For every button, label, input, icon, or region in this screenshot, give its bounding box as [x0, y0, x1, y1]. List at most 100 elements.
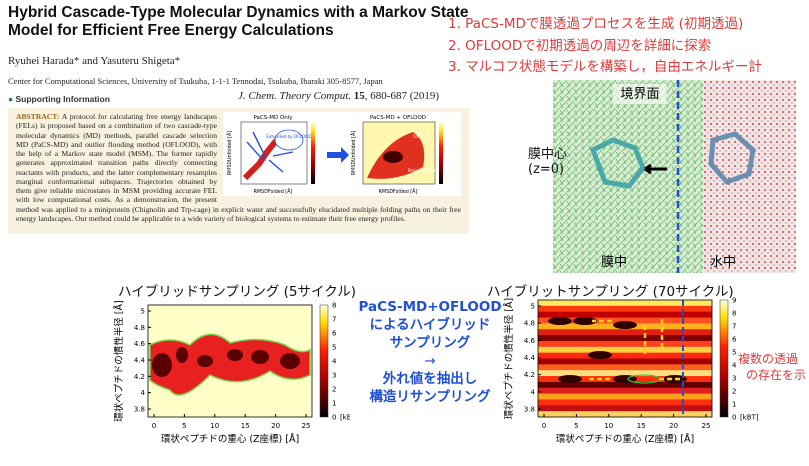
band [538, 300, 712, 306]
band [538, 312, 712, 318]
membrane-image: 境界面 膜中 水中 [553, 80, 796, 273]
colorbar-unit: [kBT] [340, 414, 350, 422]
note: 複数の透過 [738, 350, 798, 367]
affiliation: Center for Computational Sciences, Unive… [8, 76, 383, 86]
fig-broad: Broad and Fine Search [408, 168, 455, 173]
band [538, 329, 712, 335]
y-tick-label: 4.2 [134, 373, 145, 381]
band [538, 353, 712, 359]
colorbar-tick-label: 6 [332, 330, 337, 338]
colorbar-tick-label: 1 [732, 401, 736, 409]
abstract-label: ABSTRACT: [16, 112, 59, 121]
y-tick-label: 4.4 [524, 354, 536, 362]
band [538, 405, 712, 411]
heatmap-left: 05101520253.844.24.44.64.85012345678[kBT… [110, 295, 350, 445]
journal: J. Chem. Theory Comput. [238, 90, 351, 102]
line: サンプリング [350, 334, 510, 352]
membrane-region [553, 80, 703, 273]
minimum [613, 321, 637, 329]
colorbar-tick-label: 0 [332, 414, 336, 422]
fig-x-label-2: RMSDFolded [Å] [379, 188, 418, 195]
fig-y-label-2: RMSDUnfolded [Å] [350, 131, 357, 175]
note: の存在を示 [746, 366, 806, 383]
fig-cbar [311, 122, 315, 184]
band [538, 388, 712, 394]
boundary-label: 境界面 [620, 87, 659, 102]
y-tick-label: 5 [141, 308, 145, 316]
y-tick-label: 4.4 [134, 357, 146, 365]
y-tick-label: 3.8 [524, 406, 535, 414]
band [538, 341, 712, 347]
x-tick-label: 25 [302, 422, 311, 430]
minimum [548, 317, 572, 325]
supporting-info[interactable]: ● Supporting Information [8, 94, 110, 104]
x-tick-label: 0 [542, 422, 546, 430]
y-tick-label: 4 [531, 388, 536, 396]
y-tick-label: 3.8 [134, 406, 145, 414]
x-tick-label: 20 [271, 422, 280, 430]
band [538, 399, 712, 405]
colorbar-tick-label: 8 [732, 310, 736, 318]
minimum [588, 351, 612, 359]
fig-right-title: PaCS-MD + OFLOOD [370, 115, 426, 121]
colorbar-tick-label: 6 [732, 336, 737, 344]
volume: 15 [354, 90, 365, 102]
step: 1. PaCS-MDで膜透過プロセスを生成 (初期透過) [448, 12, 743, 32]
y-tick-label: 4.6 [524, 337, 536, 345]
step: 3. マルコフ状態モデルを構築し，自由エネルギー計 [448, 55, 762, 75]
band [538, 335, 712, 341]
y-tick-label: 4.8 [134, 324, 145, 332]
center-z: (z=0) [528, 162, 564, 177]
journal-ref: J. Chem. Theory Comput. 15, 680-687 (201… [238, 90, 439, 102]
x-tick-label: 10 [210, 422, 219, 430]
abstract-figure: PaCS-MD Only PaCS-MD + OFLOOD Extended b… [223, 112, 461, 196]
line: PaCS-MD+OFLOOD [350, 298, 510, 316]
membrane-label: 膜中 [601, 255, 627, 270]
supporting-text: Supporting Information [16, 94, 110, 104]
band [538, 394, 712, 400]
fig-x-label: RMSDFolded [Å] [254, 188, 293, 195]
colorbar [720, 300, 728, 417]
colorbar-tick-label: 2 [732, 388, 736, 396]
fig-left-title: PaCS-MD Only [253, 115, 293, 121]
authors: Ryuhei Harada* and Yasuteru Shigeta* [8, 55, 180, 67]
colorbar-tick-label: 7 [332, 316, 336, 324]
y-tick-label: 5 [531, 303, 535, 311]
band [538, 306, 712, 312]
fig-cbar2 [439, 122, 443, 184]
water-region [703, 80, 796, 273]
y-axis-label: 環状ペプチドの慣性半径 [Å] [113, 300, 125, 421]
line: → [350, 352, 510, 370]
x-tick-label: 5 [574, 422, 578, 430]
y-tick-label: 4 [141, 389, 146, 397]
step: 2. OFLOODで初期透過の周辺を詳細に探索 [448, 34, 711, 54]
y-tick-label: 4.8 [524, 320, 535, 328]
colorbar-tick-label: 1 [332, 400, 336, 408]
x-axis-label: 環状ペプチドの重心 (Z座標) [Å] [161, 433, 299, 445]
band [538, 411, 712, 417]
x-tick-label: 15 [637, 422, 646, 430]
x-tick-label: 15 [241, 422, 250, 430]
y-tick-label: 4.6 [134, 340, 146, 348]
band [538, 347, 712, 353]
line: によるハイブリッド [350, 316, 510, 334]
x-axis-label: 環状ペプチドの重心 (Z座標) [Å] [556, 433, 694, 445]
fig-uf: UF [413, 134, 420, 140]
center-text: PaCS-MD+OFLOOD によるハイブリッド サンプリング → 外れ値を抽出… [350, 298, 510, 406]
colorbar-tick-label: 0 [732, 414, 736, 422]
x-tick-label: 10 [604, 422, 613, 430]
fig-callout [275, 130, 303, 150]
minimum [558, 375, 582, 383]
x-tick-label: 25 [702, 422, 711, 430]
fig-y-label: RMSDUnfolded [Å] [226, 131, 233, 175]
paper-title: Hybrid Cascade-Type Molecular Dynamics w… [8, 4, 478, 40]
x-tick-label: 20 [669, 422, 678, 430]
center-label: 膜中心 [528, 143, 567, 162]
colorbar-tick-label: 4 [332, 358, 337, 366]
line: 構造リサンプリング [350, 388, 510, 406]
slide: Hybrid Cascade-Type Molecular Dynamics w… [0, 0, 809, 466]
colorbar-tick-label: 9 [732, 297, 736, 305]
band [538, 364, 712, 370]
water-label: 水中 [710, 255, 736, 270]
